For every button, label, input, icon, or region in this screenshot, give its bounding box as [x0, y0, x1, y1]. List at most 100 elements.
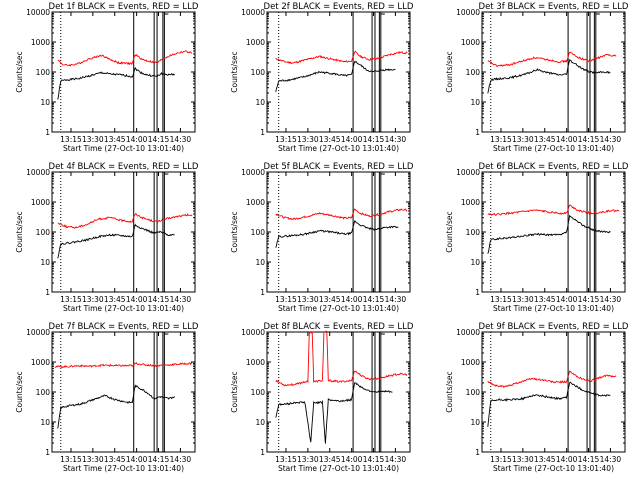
chart-title: Det 9f BLACK = Events, RED = LLD: [479, 322, 629, 332]
plot-frame: [51, 331, 196, 453]
y-axis-label: Counts/sec: [230, 51, 239, 92]
x-tick-label: 14:15: [578, 295, 600, 304]
x-tick-label: 13:15: [60, 135, 82, 144]
y-tick-label: 1000: [31, 358, 50, 367]
plot-frame: [481, 171, 626, 293]
y-axis-label: Counts/sec: [230, 371, 239, 412]
y-tick-label: 10: [470, 258, 480, 267]
y-axis-label: Counts/sec: [230, 211, 239, 252]
chart-title: Det 2f BLACK = Events, RED = LLD: [264, 2, 414, 12]
x-axis-label: Start Time (27-Oct-10 13:01:40): [63, 304, 184, 313]
y-tick-label: 10000: [456, 8, 480, 17]
y-tick-label: 1: [260, 448, 265, 457]
events-series-line: [57, 66, 175, 100]
chart-panel-8: Det 8f BLACK = Events, RED = LLD 1 10 100 10…: [230, 322, 414, 473]
x-tick-label: 14:30: [170, 135, 192, 144]
y-tick-label: 10000: [26, 328, 50, 337]
x-tick-label: 14:30: [600, 295, 622, 304]
y-axis-label: Counts/sec: [15, 211, 24, 252]
x-tick-label: 13:15: [275, 455, 297, 464]
lld-series-line: [487, 51, 617, 68]
x-tick-label: 14:30: [600, 135, 622, 144]
y-tick-label: 100: [36, 388, 51, 397]
y-tick-label: 1000: [31, 198, 50, 207]
y-tick-label: 10: [470, 98, 480, 107]
x-axis-label: Start Time (27-Oct-10 13:01:40): [278, 144, 399, 153]
x-tick-label: 13:15: [275, 135, 297, 144]
x-tick-label: 13:45: [319, 295, 341, 304]
chart-panel-2: Det 2f BLACK = Events, RED = LLD 1 10 100 10…: [230, 2, 414, 153]
x-tick-label: 14:00: [556, 455, 578, 464]
x-tick-label: 13:15: [490, 135, 512, 144]
y-tick-label: 100: [251, 68, 266, 77]
x-axis-label: Start Time (27-Oct-10 13:01:40): [278, 464, 399, 473]
events-series-line: [275, 60, 396, 92]
y-tick-label: 1000: [246, 38, 265, 47]
y-tick-label: 1000: [461, 358, 480, 367]
x-axis-label: Start Time (27-Oct-10 13:01:40): [63, 144, 184, 153]
chart-title: Det 5f BLACK = Events, RED = LLD: [264, 162, 414, 172]
lld-series-line: [275, 208, 408, 221]
y-axis-label: Counts/sec: [445, 51, 454, 92]
y-axis-label: Counts/sec: [15, 51, 24, 92]
x-tick-label: 14:30: [385, 295, 407, 304]
x-axis-label: Start Time (27-Oct-10 13:01:40): [63, 464, 184, 473]
y-tick-label: 10: [40, 418, 50, 427]
y-tick-label: 10000: [26, 8, 50, 17]
chart-title: Det 7f BLACK = Events, RED = LLD: [49, 322, 199, 332]
x-tick-label: 14:15: [363, 295, 385, 304]
lld-series-line: [487, 204, 620, 217]
lld-series-line: [275, 50, 408, 65]
y-axis-label: Counts/sec: [15, 371, 24, 412]
y-tick-label: 1000: [246, 198, 265, 207]
x-tick-label: 14:00: [556, 295, 578, 304]
x-axis-label: Start Time (27-Oct-10 13:01:40): [493, 144, 614, 153]
x-tick-label: 14:00: [341, 135, 363, 144]
plot-frame: [481, 331, 626, 453]
y-tick-label: 100: [466, 388, 481, 397]
x-tick-label: 14:30: [170, 455, 192, 464]
x-tick-label: 14:30: [385, 455, 407, 464]
x-tick-label: 13:15: [275, 295, 297, 304]
y-tick-label: 1: [260, 288, 265, 297]
x-tick-label: 14:30: [170, 295, 192, 304]
x-tick-label: 14:15: [578, 455, 600, 464]
y-tick-label: 10: [255, 258, 265, 267]
x-tick-label: 13:45: [104, 455, 126, 464]
x-tick-label: 14:00: [126, 135, 148, 144]
y-tick-label: 1: [45, 128, 50, 137]
y-tick-label: 10: [470, 418, 480, 427]
x-axis-label: Start Time (27-Oct-10 13:01:40): [278, 304, 399, 313]
x-tick-label: 13:15: [490, 295, 512, 304]
y-tick-label: 10: [255, 98, 265, 107]
x-tick-label: 13:30: [297, 295, 319, 304]
x-tick-label: 13:30: [82, 455, 104, 464]
y-axis-label: Counts/sec: [445, 371, 454, 412]
x-tick-label: 13:45: [319, 455, 341, 464]
x-tick-label: 14:15: [363, 135, 385, 144]
x-tick-label: 14:15: [148, 295, 170, 304]
plot-frame: [51, 11, 196, 133]
chart-title: Det 6f BLACK = Events, RED = LLD: [479, 162, 629, 172]
events-series-line: [57, 223, 175, 259]
y-tick-label: 1: [475, 288, 480, 297]
chart-panel-1: Det 1f BLACK = Events, RED = LLD 1 10 100 10…: [15, 2, 199, 153]
y-tick-label: 10: [255, 418, 265, 427]
y-tick-label: 10: [40, 98, 50, 107]
y-tick-label: 1: [475, 128, 480, 137]
y-tick-label: 1: [45, 288, 50, 297]
lld-series-line: [57, 212, 193, 229]
plot-frame: [266, 11, 411, 133]
y-tick-label: 1: [475, 448, 480, 457]
x-tick-label: 13:45: [534, 135, 556, 144]
y-tick-label: 100: [466, 68, 481, 77]
y-tick-label: 10000: [241, 168, 265, 177]
x-axis-label: Start Time (27-Oct-10 13:01:40): [493, 464, 614, 473]
y-tick-label: 1000: [461, 198, 480, 207]
chart-panel-6: Det 6f BLACK = Events, RED = LLD 1 10 100 10…: [445, 162, 629, 313]
x-tick-label: 13:45: [104, 295, 126, 304]
x-tick-label: 14:00: [556, 135, 578, 144]
x-tick-label: 13:15: [490, 455, 512, 464]
x-tick-label: 13:30: [512, 135, 534, 144]
y-tick-label: 100: [36, 68, 51, 77]
